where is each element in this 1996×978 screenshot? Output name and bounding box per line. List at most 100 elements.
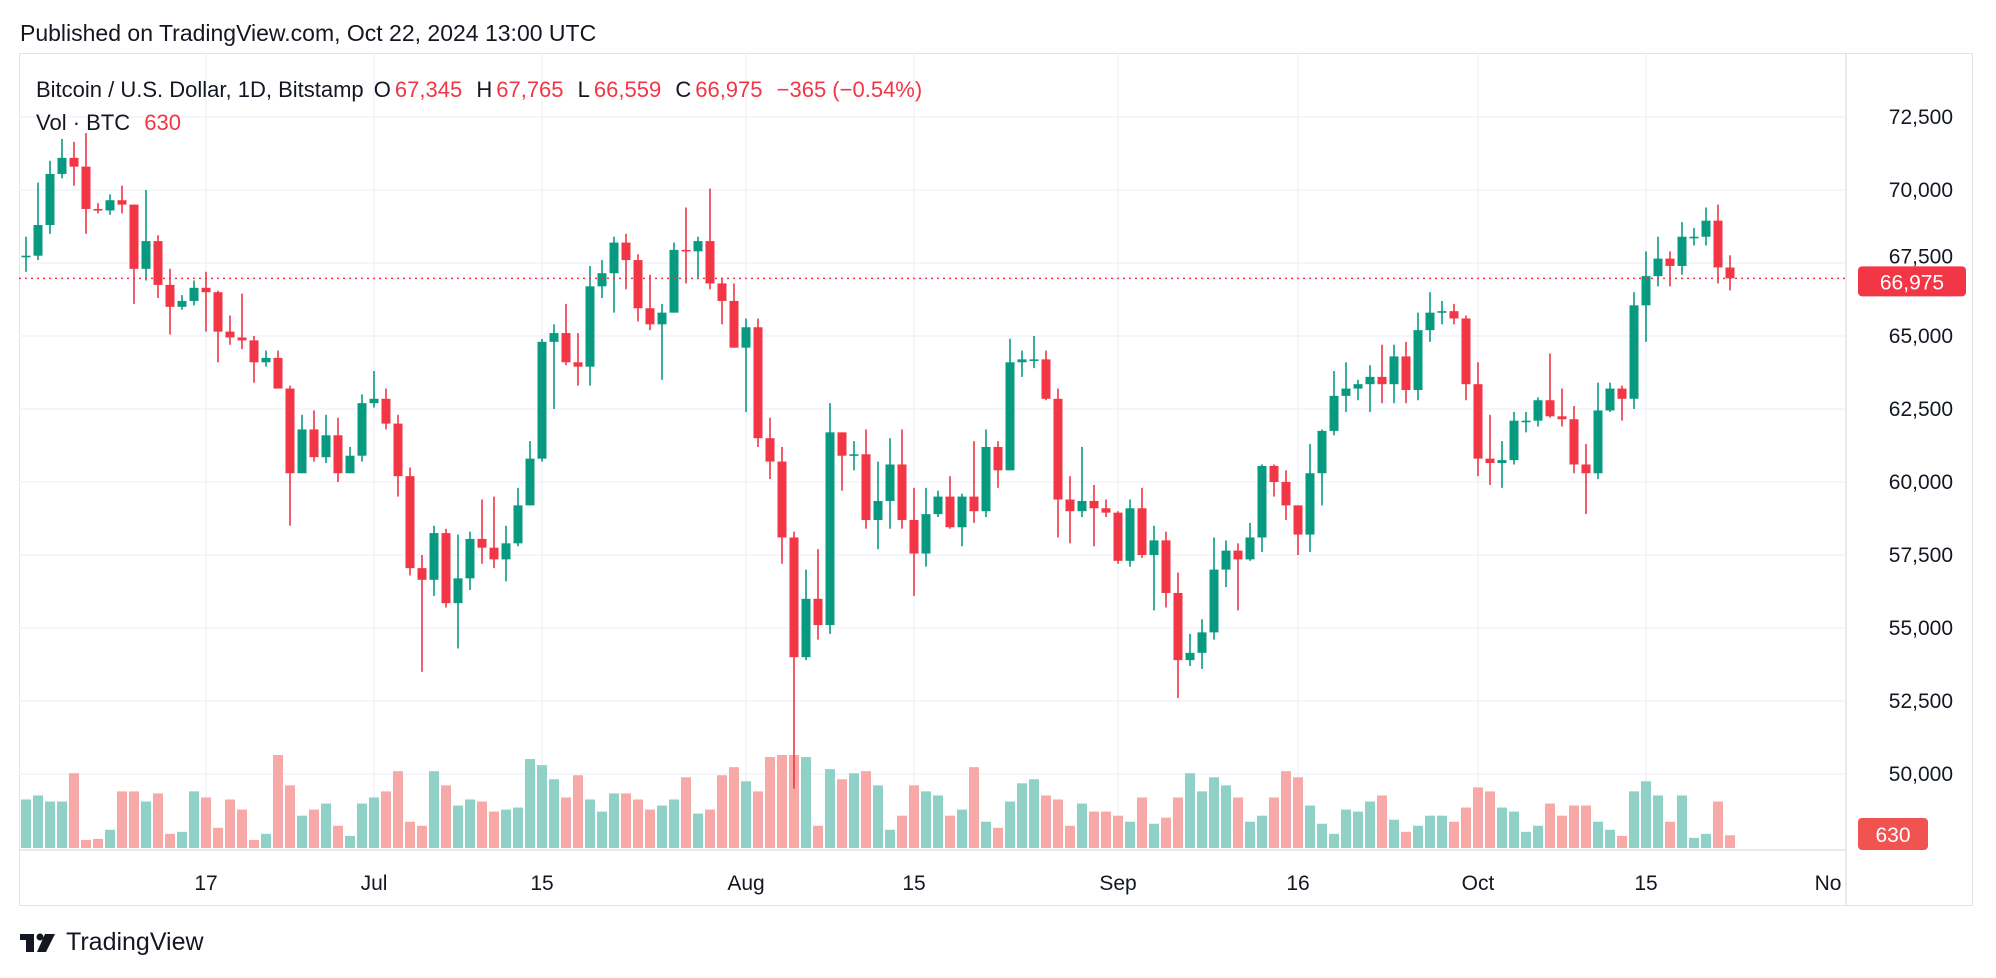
volume-bar — [1581, 805, 1591, 848]
volume-value: 630 — [144, 110, 181, 135]
time-tick-label: No — [1815, 872, 1842, 895]
volume-bar — [537, 765, 547, 848]
volume-bar — [1545, 803, 1555, 848]
candle-body — [1437, 311, 1447, 313]
price-tick-label: 57,500 — [1889, 544, 1953, 567]
candle-body — [1521, 420, 1531, 423]
candle-body — [1473, 384, 1483, 459]
candle-body — [1185, 652, 1195, 661]
candle-body — [1713, 220, 1723, 268]
volume-bar — [753, 791, 763, 848]
candle-body — [1221, 550, 1231, 570]
candle-body — [1077, 500, 1087, 512]
volume-bar — [1701, 833, 1711, 848]
candle-body — [321, 435, 331, 458]
candle-body — [165, 284, 175, 307]
volume-bar — [1377, 795, 1387, 848]
tradingview-logo[interactable]: TradingView — [20, 928, 204, 957]
volume-bar — [1365, 801, 1375, 848]
volume-bar — [441, 785, 451, 848]
volume-bar — [165, 833, 175, 848]
candle-body — [645, 308, 655, 325]
volume-bar — [1497, 807, 1507, 848]
candle-body — [705, 241, 715, 284]
candle-body — [1557, 416, 1567, 420]
candle-body — [525, 458, 535, 506]
volume-bar — [513, 807, 523, 848]
volume-bar — [93, 838, 103, 848]
time-tick-label: 16 — [1286, 872, 1309, 895]
volume-bar — [381, 791, 391, 848]
volume-bar — [1665, 821, 1675, 848]
volume-bar — [1533, 825, 1543, 848]
price-tick-label: 50,000 — [1889, 763, 1953, 786]
candle-body — [717, 283, 727, 301]
candle-body — [1125, 508, 1135, 561]
candle-body — [1197, 632, 1207, 653]
candle-body — [1341, 388, 1351, 396]
candle-body — [1053, 398, 1063, 500]
volume-bar — [1005, 801, 1015, 848]
candle-body — [885, 464, 895, 501]
volume-bar — [189, 791, 199, 848]
candle-body — [1089, 500, 1099, 509]
candle-body — [777, 461, 787, 538]
time-tick-label: Oct — [1462, 872, 1495, 895]
volume-bar — [1161, 817, 1171, 848]
volume-bar — [1461, 807, 1471, 848]
price-tick-label: 60,000 — [1889, 471, 1953, 494]
volume-bar — [201, 797, 211, 848]
volume-bar — [837, 779, 847, 848]
candle-body — [873, 500, 883, 520]
volume-bar — [417, 825, 427, 848]
candle-body — [117, 200, 127, 205]
candle-body — [1173, 592, 1183, 661]
volume-label: Vol · BTC — [36, 110, 131, 135]
price-tick-label: 55,000 — [1889, 617, 1953, 640]
candle-body — [1365, 376, 1375, 385]
volume-bar — [81, 839, 91, 848]
last-price-badge — [1858, 266, 1966, 297]
candle-body — [453, 578, 463, 604]
volume-bar — [885, 829, 895, 848]
volume-bar — [1413, 825, 1423, 848]
volume-bar — [1149, 823, 1159, 848]
volume-bar — [45, 801, 55, 848]
candle-body — [1137, 508, 1147, 555]
volume-bar — [285, 785, 295, 848]
volume-bar — [1473, 787, 1483, 848]
volume-bar — [1053, 799, 1063, 848]
time-tick-label: Jul — [361, 872, 388, 895]
candle-body — [441, 533, 451, 604]
volume-bar — [501, 809, 511, 848]
candle-body — [597, 273, 607, 287]
volume-bar — [1401, 831, 1411, 848]
candle-body — [861, 454, 871, 520]
candle-body — [741, 327, 751, 348]
volume-bar — [237, 809, 247, 848]
volume-bar — [777, 755, 787, 848]
volume-bar — [489, 811, 499, 848]
last-volume-badge-text: 630 — [1875, 824, 1910, 847]
volume-bar — [357, 803, 367, 848]
last-volume-badge — [1858, 818, 1928, 850]
volume-bar — [141, 801, 151, 848]
volume-bar — [1089, 811, 1099, 848]
volume-bar — [1653, 795, 1663, 848]
candle-body — [1461, 318, 1471, 385]
candle-body — [753, 327, 763, 439]
volume-bar — [69, 773, 79, 848]
candle-body — [177, 300, 187, 307]
candle-body — [1281, 482, 1291, 506]
candle-body — [945, 496, 955, 528]
candle-body — [765, 438, 775, 462]
volume-bar — [573, 775, 583, 848]
candle-body — [1317, 430, 1327, 474]
candle-body — [1653, 258, 1663, 277]
candle-body — [669, 249, 679, 313]
volume-bar — [693, 813, 703, 848]
volume-bar — [1641, 781, 1651, 848]
time-tick-label: 17 — [194, 872, 217, 895]
volume-bars — [21, 755, 1735, 848]
